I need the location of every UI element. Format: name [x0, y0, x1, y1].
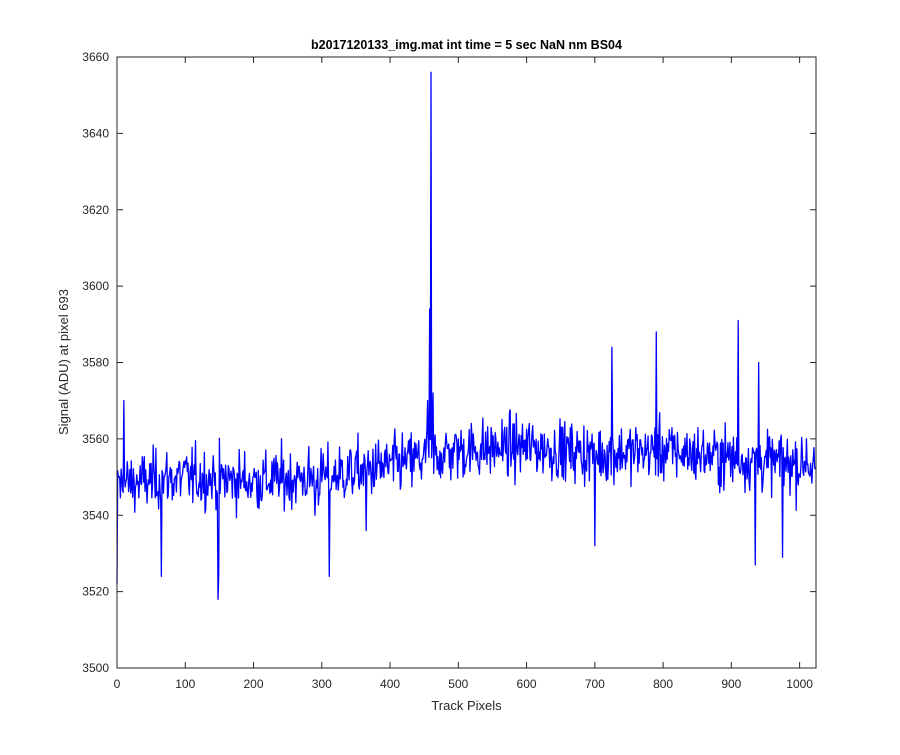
y-axis-ticks: 3500 3520 3540 3560 3580 3600 3620 3640 3660 [82, 50, 816, 675]
x-tick-label: 100 [175, 677, 195, 691]
y-tick-label: 3520 [82, 585, 109, 599]
signal-series-line [116, 71, 816, 600]
y-axis-label: Signal (ADU) at pixel 693 [56, 289, 71, 435]
plot-area [117, 57, 816, 668]
x-tick-label: 800 [653, 677, 673, 691]
x-tick-label: 0 [114, 677, 121, 691]
x-tick-label: 600 [517, 677, 537, 691]
x-tick-label: 700 [585, 677, 605, 691]
y-tick-label: 3580 [82, 356, 109, 370]
chart-title: b2017120133_img.mat int time = 5 sec NaN… [311, 38, 622, 52]
y-tick-label: 3600 [82, 279, 109, 293]
y-tick-label: 3560 [82, 432, 109, 446]
y-tick-label: 3540 [82, 508, 109, 522]
x-tick-label: 400 [380, 677, 400, 691]
x-tick-label: 300 [312, 677, 332, 691]
x-tick-label: 500 [448, 677, 468, 691]
y-tick-label: 3640 [82, 126, 109, 140]
y-tick-label: 3660 [82, 50, 109, 64]
x-axis-ticks: 0 100 200 300 400 500 600 700 800 900 1000 [114, 57, 813, 691]
y-tick-label: 3620 [82, 203, 109, 217]
x-tick-label: 900 [721, 677, 741, 691]
x-tick-label: 200 [244, 677, 264, 691]
y-tick-label: 3500 [82, 661, 109, 675]
x-axis-label: Track Pixels [431, 698, 502, 713]
x-tick-label: 1000 [786, 677, 813, 691]
